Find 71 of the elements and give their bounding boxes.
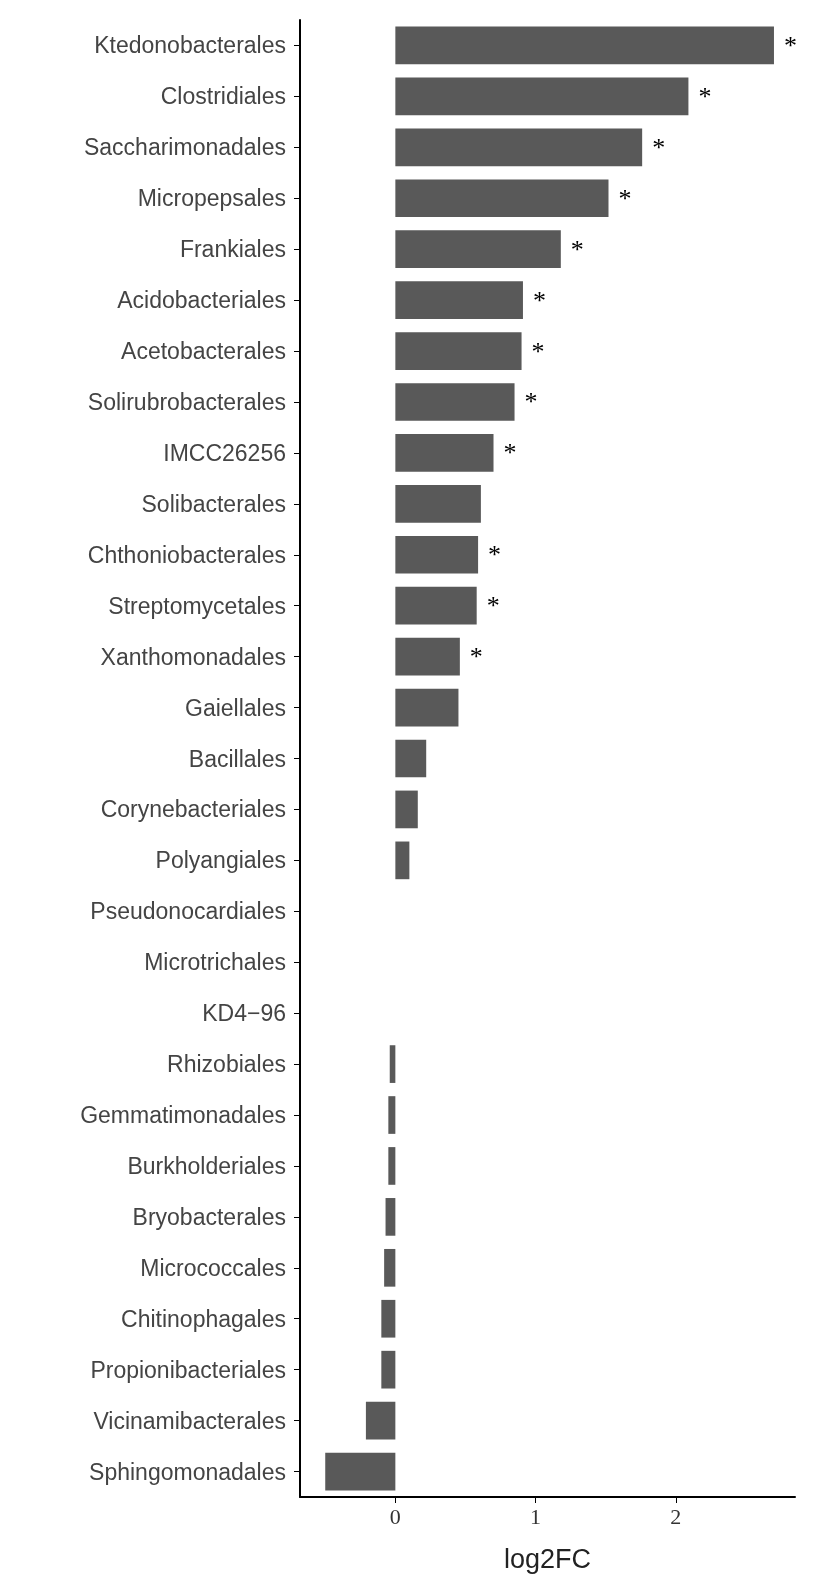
data-label: * [652, 132, 666, 162]
y-tick-label: Frankiales [179, 236, 286, 263]
data-label: * [783, 30, 797, 60]
data-label: * [532, 285, 546, 315]
bar [381, 1350, 396, 1389]
data-label: * [531, 336, 545, 366]
bar [388, 1147, 396, 1185]
bar [395, 179, 609, 218]
bar [389, 1045, 396, 1083]
y-tick-label: Propionibacteriales [90, 1356, 286, 1383]
bar [325, 1452, 396, 1491]
bar [395, 281, 523, 319]
bar [385, 1198, 396, 1236]
bar [395, 841, 410, 880]
y-tick-label: Bacillales [188, 745, 286, 772]
bar [395, 128, 643, 167]
y-tick-label: IMCC26256 [163, 439, 286, 466]
bar [395, 332, 522, 370]
x-axis-title: log2FC [503, 1543, 592, 1574]
bar [384, 1248, 396, 1287]
y-tick-label: Chitinophagales [121, 1305, 286, 1332]
bar [395, 77, 689, 116]
bar [395, 383, 515, 421]
bar [395, 637, 460, 676]
y-tick-label: Clostridiales [160, 83, 286, 110]
bar [395, 26, 774, 65]
y-tick-label: Solirubrobacterales [87, 388, 286, 415]
y-tick-label: Chthoniobacterales [87, 541, 286, 568]
bar [381, 1299, 396, 1338]
bar [395, 688, 459, 727]
y-tick-label: KD4−96 [202, 1000, 286, 1027]
data-label: * [488, 540, 502, 570]
y-tick-label: Acetobacterales [121, 338, 286, 365]
x-tick-label: 2 [670, 1503, 682, 1529]
y-tick-label: Corynebacteriales [100, 796, 286, 823]
bar [395, 790, 418, 829]
y-tick-label: Gemmatimonadales [80, 1102, 286, 1129]
data-label: * [486, 591, 500, 621]
bar [395, 230, 561, 269]
bar [395, 586, 477, 625]
bar [395, 535, 479, 574]
bar [395, 434, 494, 472]
y-tick-label: Ktedonobacterales [94, 32, 286, 59]
y-tick-label: Xanthomonadales [100, 643, 286, 670]
data-label: * [618, 183, 632, 213]
y-tick-label: Polyangiales [155, 847, 286, 874]
y-tick-label: Acidobacteriales [117, 287, 286, 314]
data-label: * [469, 642, 483, 672]
x-tick-label: 1 [530, 1503, 542, 1529]
y-tick-label: Vicinamibacterales [93, 1407, 286, 1434]
bar [365, 1401, 396, 1440]
bar [395, 739, 427, 778]
data-label: * [698, 81, 712, 111]
y-tick-label: Pseudonocardiales [90, 898, 286, 925]
y-tick-label: Microtrichales [144, 949, 286, 976]
y-tick-label: Burkholderiales [127, 1152, 286, 1179]
y-tick-label: Sphingomonadales [89, 1458, 286, 1485]
x-tick-label: 0 [389, 1503, 401, 1529]
y-tick-label: Streptomycetales [108, 592, 286, 619]
data-label: * [524, 387, 538, 417]
bar [395, 485, 481, 523]
y-tick-label: Solibacterales [141, 490, 286, 517]
y-tick-label: Gaiellales [185, 694, 286, 721]
bar [388, 1096, 396, 1134]
y-tick-label: Micropepsales [137, 185, 286, 212]
y-tick-label: Bryobacterales [132, 1203, 286, 1230]
data-label: * [503, 438, 517, 468]
data-label: * [570, 234, 584, 264]
y-tick-label: Micrococcales [140, 1254, 286, 1281]
y-tick-label: Rhizobiales [167, 1051, 286, 1078]
y-tick-label: Saccharimonadales [83, 134, 286, 161]
